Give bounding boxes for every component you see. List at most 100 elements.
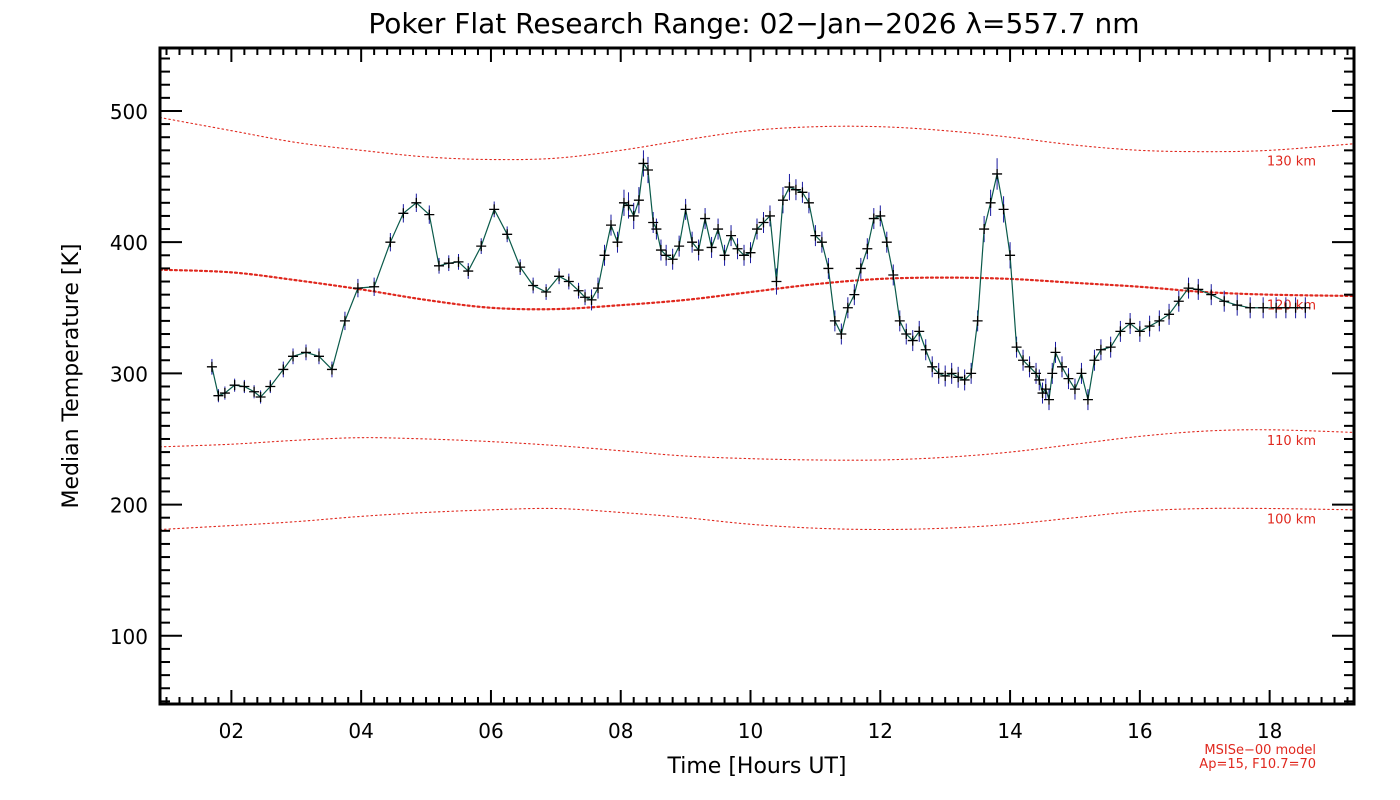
data-point-marker <box>927 361 938 372</box>
data-point-marker <box>745 247 756 258</box>
data-point-marker <box>515 262 526 273</box>
data-point-marker <box>823 263 834 274</box>
data-point-marker <box>1047 368 1058 379</box>
data-point-marker <box>868 213 879 224</box>
data-point-marker <box>842 302 853 313</box>
data-point-marker <box>554 271 565 282</box>
data-point-marker <box>1044 394 1055 405</box>
model-curves: 130 km 120 km 110 km 100 km <box>158 116 1356 531</box>
data-point-marker <box>385 237 396 248</box>
data-point-marker <box>1206 289 1217 300</box>
data-point-marker <box>642 165 653 176</box>
data-point-marker <box>580 292 591 303</box>
data-point-marker <box>907 335 918 346</box>
data-point-marker <box>398 208 409 219</box>
data-point-marker <box>633 195 644 206</box>
data-point-marker <box>797 187 808 198</box>
x-tick-label: 04 <box>348 719 373 743</box>
data-point-marker <box>1219 296 1230 307</box>
data-point-marker <box>933 368 944 379</box>
data-point-marker <box>339 315 350 326</box>
model-label: 120 km <box>1267 299 1316 314</box>
data-point-marker <box>855 263 866 274</box>
data-point-marker <box>803 197 814 208</box>
data-point-marker <box>502 229 513 240</box>
data-point-marker <box>661 250 672 261</box>
data-point-marker <box>946 368 957 379</box>
data-point-marker <box>739 250 750 261</box>
data-point-marker <box>953 372 964 383</box>
data-point-marker <box>313 351 324 362</box>
data-point-marker <box>836 329 847 340</box>
data-point-marker <box>888 269 899 280</box>
data-point-marker <box>862 243 873 254</box>
data-point-marker <box>424 209 435 220</box>
data-point-marker <box>784 182 795 193</box>
data-point-marker <box>810 230 821 241</box>
data-point-marker <box>528 280 539 291</box>
data-point-marker <box>1125 318 1136 329</box>
data-point-marker <box>618 197 629 208</box>
x-tick-label: 14 <box>997 719 1022 743</box>
data-point-marker <box>1024 361 1035 372</box>
data-point-marker <box>1144 321 1155 332</box>
data-point-marker <box>680 204 691 215</box>
data-point-marker <box>764 210 775 221</box>
model-label: 130 km <box>1267 154 1316 169</box>
data-point-marker <box>726 230 737 241</box>
chart-title: Poker Flat Research Range: 02−Jan−2026 λ… <box>368 7 1139 40</box>
x-tick-label: 12 <box>868 719 893 743</box>
data-point-marker <box>1089 355 1100 366</box>
data-point-marker <box>920 344 931 355</box>
data-point-marker <box>1076 368 1087 379</box>
data-point-marker <box>1082 394 1093 405</box>
data-point-marker <box>593 283 604 294</box>
data-point-marker <box>771 276 782 287</box>
x-tick-label: 16 <box>1127 719 1152 743</box>
data-point-marker <box>1183 283 1194 294</box>
model-label: 100 km <box>1267 513 1316 528</box>
data-point-marker <box>1005 250 1016 261</box>
data-point-marker <box>1280 302 1291 313</box>
data-point-marker <box>1154 315 1165 326</box>
data-point-marker <box>648 217 659 228</box>
data-point-marker <box>894 315 905 326</box>
x-tick-label: 08 <box>608 719 633 743</box>
data-point-marker <box>1034 374 1045 385</box>
model-curve-130-km <box>159 116 1355 161</box>
data-point-marker <box>1050 347 1061 358</box>
data-point-marker <box>713 224 724 235</box>
data-point-marker <box>1232 300 1243 311</box>
data-point-marker <box>829 315 840 326</box>
data-point-marker <box>563 276 574 287</box>
data-point-marker <box>599 250 610 261</box>
data-point-marker <box>693 245 704 256</box>
data-point-marker <box>881 237 892 248</box>
data-point-marker <box>901 329 912 340</box>
data-point-marker <box>229 380 240 391</box>
data-point-marker <box>914 326 925 337</box>
data-point-marker <box>453 256 464 267</box>
model-curve-100-km <box>159 507 1355 531</box>
temperature-line <box>211 161 1306 400</box>
x-tick-label: 18 <box>1257 719 1282 743</box>
data-point-marker <box>638 158 649 169</box>
plot-frame <box>158 46 1356 706</box>
y-tick-label: 200 <box>110 494 148 518</box>
data-point-marker <box>352 283 363 294</box>
data-point-marker <box>700 213 711 224</box>
data-point-marker <box>972 315 983 326</box>
data-point-marker <box>1063 373 1074 384</box>
data-point-marker <box>326 364 337 375</box>
data-point-marker <box>628 210 639 221</box>
data-point-marker <box>966 368 977 379</box>
data-point-marker <box>434 260 445 271</box>
y-axis-label: Median Temperature [K] <box>59 244 84 509</box>
data-point-marker <box>1193 284 1204 295</box>
data-point-marker <box>1134 326 1145 337</box>
data-point-marker <box>476 241 487 252</box>
data-point-marker <box>816 237 827 248</box>
data-point-marker <box>1056 361 1067 372</box>
data-point-marker <box>719 250 730 261</box>
